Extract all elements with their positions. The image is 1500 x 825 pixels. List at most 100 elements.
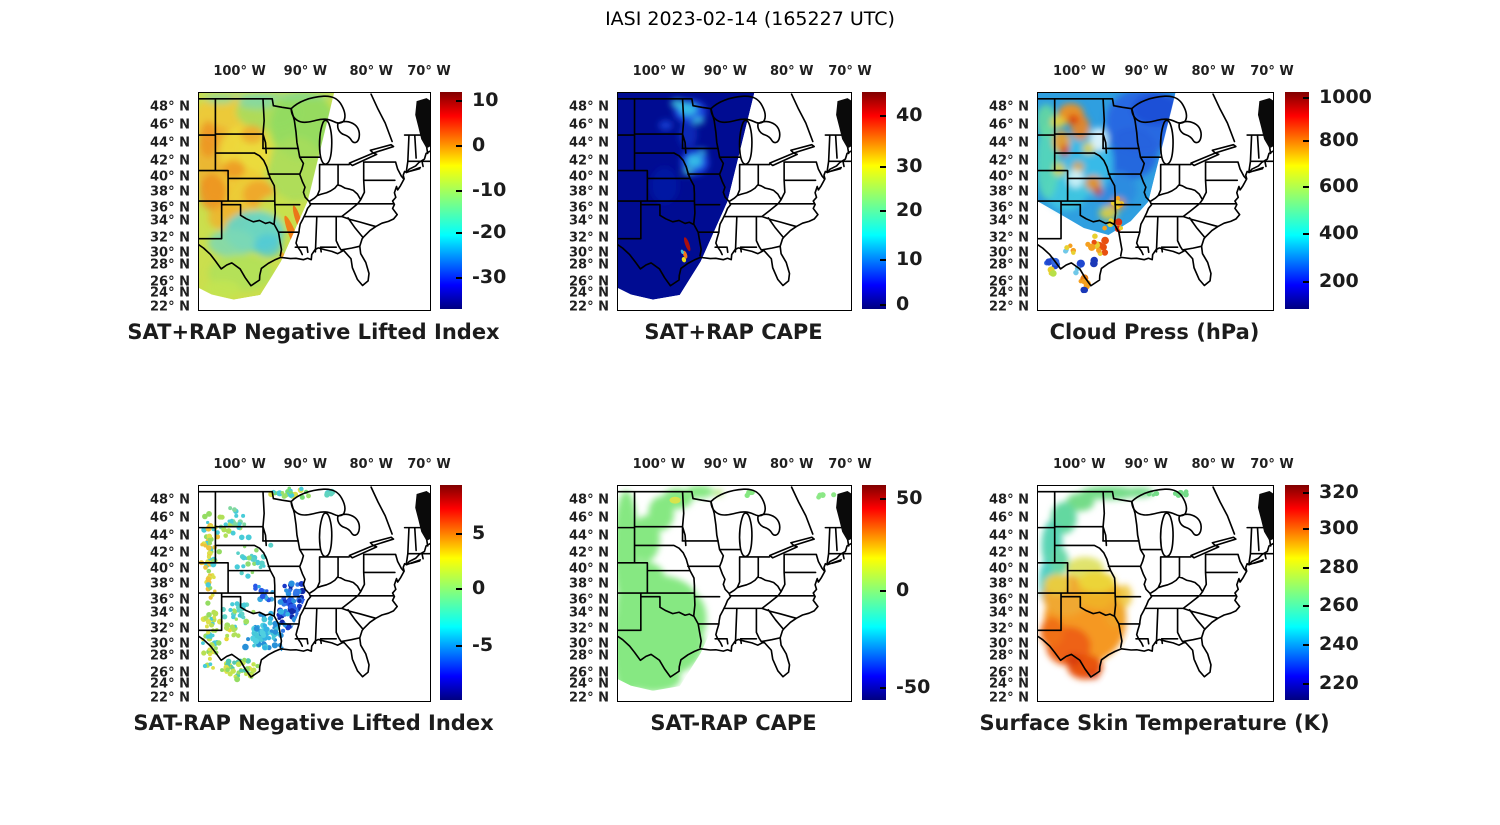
lat-tick-label: 32° N	[989, 230, 1029, 246]
colorbar-tick	[456, 190, 462, 193]
colorbar: 50 0 -50	[862, 485, 930, 700]
lat-tick-label: 32° N	[569, 230, 609, 246]
lat-tick-label: 36° N	[569, 200, 609, 216]
colorbar-tick-label: 50	[896, 486, 923, 509]
colorbar-tick-label: 1000	[1319, 86, 1372, 109]
lat-tick-label: 26° N	[569, 274, 609, 290]
lat-tick-label: 24° N	[150, 285, 190, 301]
colorbar-tick-label: 0	[896, 579, 910, 602]
colorbar-tick	[456, 231, 462, 234]
colorbar-tick	[456, 277, 462, 280]
lat-tick-label: 28° N	[989, 257, 1029, 273]
colorbar-tick-label: 280	[1319, 555, 1359, 578]
lat-tick-label: 24° N	[150, 676, 190, 692]
lat-tick-label: 46° N	[150, 117, 190, 133]
colorbar-tick-label: 0	[472, 133, 486, 156]
panel-title: SAT-RAP CAPE	[650, 711, 817, 735]
lat-tick-label: 28° N	[569, 257, 609, 273]
lat-tick-label: 44° N	[569, 528, 609, 544]
lat-tick-label: 24° N	[569, 676, 609, 692]
lat-tick-label: 30° N	[150, 245, 190, 261]
lat-tick-label: 26° N	[989, 274, 1029, 290]
lat-tick-label: 38° N	[989, 184, 1029, 200]
lat-tick-label: 22° N	[569, 690, 609, 706]
lat-tick-label: 40° N	[989, 561, 1029, 577]
lat-tick-label: 48° N	[989, 492, 1029, 508]
lat-tick-label: 42° N	[150, 545, 190, 561]
lon-tick-label: 90° W	[283, 64, 328, 79]
panel-surface-skin-temperature: 320 300 280 260 240 220 Surface Skin Temperat…	[979, 457, 1358, 735]
lat-tick-label: 38° N	[569, 576, 609, 592]
lat-tick-label: 42° N	[569, 545, 609, 561]
colorbar-tick-label: -50	[896, 676, 931, 699]
colorbar-tick	[1303, 139, 1309, 142]
colorbar-tick	[456, 532, 462, 535]
lat-tick-label: 38° N	[569, 184, 609, 200]
map-frame	[198, 485, 431, 702]
lon-tick-label: 80° W	[349, 64, 393, 79]
lat-tick-label: 40° N	[569, 169, 609, 185]
lat-tick-label: 42° N	[989, 545, 1029, 561]
lat-tick-label: 30° N	[569, 245, 609, 261]
lon-tick-label: 70° W	[828, 64, 872, 79]
colorbar-tick-label: 240	[1319, 633, 1359, 656]
lat-tick-label: 46° N	[989, 510, 1029, 526]
lon-tick-label: 70° W	[828, 457, 872, 472]
lat-tick-label: 44° N	[150, 135, 190, 151]
lat-tick-label: 44° N	[569, 135, 609, 151]
lat-tick-label: 24° N	[569, 285, 609, 301]
colorbar-tick	[1303, 566, 1309, 569]
lat-tick-label: 24° N	[989, 676, 1029, 692]
lat-tick-label: 28° N	[150, 648, 190, 664]
lat-tick-label: 22° N	[150, 299, 190, 315]
colorbar-tick-label: 320	[1319, 481, 1359, 504]
lat-tick-label: 48° N	[569, 99, 609, 115]
colorbar-tick	[880, 259, 886, 262]
panel-sat-rap-plus-lifted-index: 10 0 -10 -20 -30 SAT+RAP Negative Lifted Ind…	[127, 64, 506, 344]
lon-tick-label: 90° W	[703, 457, 748, 472]
lon-tick-label: 90° W	[703, 64, 748, 79]
lat-tick-label: 34° N	[150, 605, 190, 621]
lat-tick-label: 30° N	[150, 636, 190, 652]
lat-tick-label: 32° N	[150, 230, 190, 246]
lat-tick-label: 44° N	[989, 528, 1029, 544]
lat-tick-label: 30° N	[989, 636, 1029, 652]
lat-tick-label: 48° N	[569, 492, 609, 508]
us-map-boundaries	[199, 93, 430, 287]
colorbar-tick	[456, 644, 462, 647]
colorbar-tick-label: 220	[1319, 672, 1359, 694]
colorbar: 10 0 -10 -20 -30	[440, 89, 506, 309]
panel-title: SAT+RAP Negative Lifted Index	[127, 320, 500, 344]
us-map-boundaries	[1038, 93, 1273, 287]
colorbar-tick	[1303, 644, 1309, 647]
lat-tick-label: 36° N	[989, 200, 1029, 216]
us-map-boundaries	[618, 486, 851, 678]
colorbar-tick	[880, 165, 886, 168]
lat-tick-label: 40° N	[989, 169, 1029, 185]
lat-tick-label: 42° N	[989, 153, 1029, 169]
colorbar-tick	[880, 497, 886, 500]
lat-tick-label: 44° N	[989, 135, 1029, 151]
lat-tick-label: 30° N	[569, 636, 609, 652]
lat-tick-label: 48° N	[150, 492, 190, 508]
lon-tick-label: 100° W	[1053, 457, 1106, 472]
panel-title: Surface Skin Temperature (K)	[979, 711, 1330, 735]
lat-tick-label: 44° N	[150, 528, 190, 544]
colorbar-tick-label: -20	[472, 220, 507, 243]
panel-title: SAT+RAP CAPE	[644, 320, 823, 344]
colorbar-tick	[1303, 281, 1309, 284]
colorbar-tick-label: 30	[896, 154, 923, 177]
lat-tick-label: 40° N	[569, 561, 609, 577]
lon-tick-label: 100° W	[213, 457, 266, 472]
colorbar-tick-label: -30	[472, 266, 507, 289]
lat-tick-label: 46° N	[569, 117, 609, 133]
colorbar-tick-label: 400	[1319, 221, 1359, 244]
colorbar-tick-label: 800	[1319, 128, 1359, 151]
lat-tick-label: 36° N	[150, 592, 190, 608]
panel-cloud-pressure: 1000 800 600 400 200 Cloud Press (hPa) 100° …	[989, 64, 1372, 344]
lat-tick-label: 36° N	[569, 592, 609, 608]
colorbar-tick-label: 20	[896, 199, 923, 222]
lat-tick-label: 22° N	[150, 690, 190, 706]
lat-tick-label: 46° N	[569, 510, 609, 526]
lat-tick-label: 34° N	[989, 213, 1029, 229]
